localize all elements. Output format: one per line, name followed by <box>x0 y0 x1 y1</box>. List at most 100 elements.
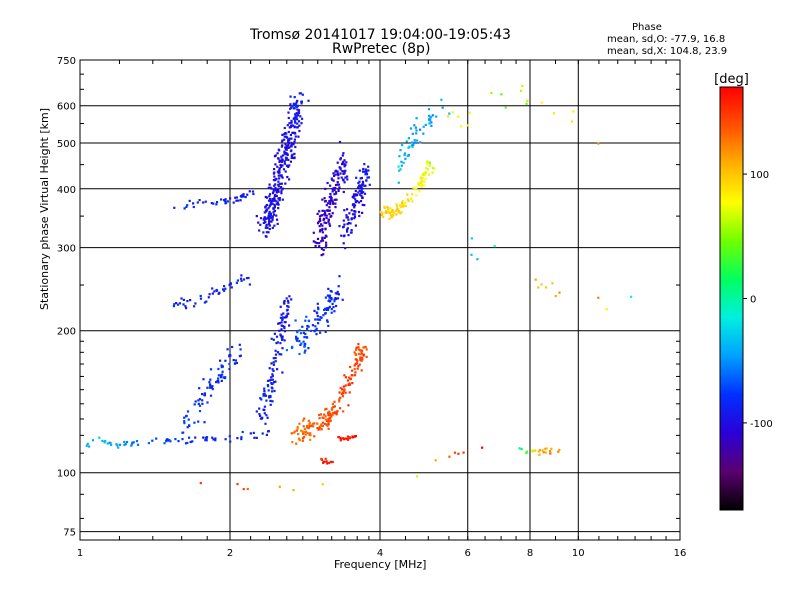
data-point <box>330 298 333 301</box>
data-point <box>240 274 243 277</box>
data-point <box>391 208 394 212</box>
data-point <box>287 158 290 161</box>
y-tick-label: 200 <box>57 327 76 338</box>
data-point <box>344 164 347 167</box>
data-point <box>101 439 104 442</box>
data-point <box>347 221 350 225</box>
data-point <box>281 154 285 157</box>
data-point <box>329 460 332 464</box>
data-point <box>331 302 334 306</box>
data-point <box>276 152 279 155</box>
data-point <box>319 331 322 334</box>
data-point <box>326 181 329 185</box>
data-point <box>297 111 300 114</box>
data-point <box>357 343 360 346</box>
data-point <box>349 365 352 369</box>
data-point <box>189 299 192 302</box>
data-point <box>335 198 338 201</box>
data-point <box>407 154 410 157</box>
data-point <box>295 339 298 342</box>
data-point <box>130 443 134 446</box>
data-point <box>283 126 286 130</box>
data-point <box>302 425 305 428</box>
y-tick-label: 500 <box>57 139 76 150</box>
data-point <box>276 368 279 371</box>
data-point <box>403 204 406 207</box>
data-point <box>356 367 359 370</box>
data-point <box>318 225 321 228</box>
data-point <box>335 169 338 172</box>
data-point <box>211 292 214 295</box>
data-point <box>283 339 286 342</box>
data-point <box>422 125 425 128</box>
data-point <box>235 281 238 284</box>
data-point <box>401 205 405 208</box>
data-point <box>360 194 363 198</box>
data-point <box>270 220 273 223</box>
data-point <box>338 391 341 394</box>
data-point <box>544 451 547 454</box>
data-point <box>289 107 292 110</box>
data-point <box>330 177 333 180</box>
data-point <box>266 384 269 387</box>
data-point <box>364 345 367 349</box>
data-point <box>215 381 218 384</box>
data-point <box>440 98 443 101</box>
data-point <box>314 241 317 244</box>
data-point <box>316 302 319 305</box>
data-point <box>280 145 283 148</box>
data-point <box>304 349 307 352</box>
data-point <box>302 331 305 334</box>
data-point <box>317 322 320 325</box>
data-point <box>287 165 290 168</box>
data-point <box>415 132 418 135</box>
data-point <box>298 352 301 356</box>
data-point <box>355 176 358 179</box>
data-point <box>318 417 321 420</box>
data-point <box>333 189 336 192</box>
data-point <box>213 290 216 293</box>
y-tick-label: 750 <box>57 56 76 67</box>
data-point <box>338 400 341 403</box>
data-point <box>362 354 365 357</box>
data-point <box>457 452 460 455</box>
y-tick-label: 400 <box>57 185 76 196</box>
data-point <box>211 385 214 388</box>
data-point <box>303 427 307 431</box>
data-point <box>328 461 331 464</box>
data-point <box>364 184 367 187</box>
data-point <box>332 172 335 175</box>
data-point <box>360 359 363 362</box>
data-point <box>198 387 201 390</box>
stats-o-line: mean, sd,O: -77.9, 16.8 <box>607 34 726 45</box>
data-point <box>359 357 362 360</box>
data-point <box>235 199 238 202</box>
data-point <box>273 175 276 178</box>
data-point <box>269 216 272 219</box>
data-point <box>313 309 316 312</box>
data-point <box>414 188 417 191</box>
data-point <box>340 176 343 179</box>
data-point <box>91 439 95 442</box>
data-point <box>276 218 279 221</box>
data-point <box>124 442 127 446</box>
data-point <box>274 199 277 202</box>
y-axis-label: Stationary phase Virtual Height [km] <box>38 107 51 310</box>
data-point <box>545 447 548 450</box>
data-point <box>339 157 342 160</box>
data-point <box>280 182 283 185</box>
data-point <box>199 297 203 300</box>
data-point <box>335 183 338 187</box>
data-point <box>277 197 280 200</box>
data-point <box>294 114 297 117</box>
data-point <box>259 397 262 400</box>
data-point <box>268 221 271 224</box>
data-point <box>295 442 298 445</box>
data-point <box>267 186 270 189</box>
data-point <box>295 429 298 432</box>
data-point <box>353 217 356 220</box>
data-point <box>286 124 289 127</box>
data-point <box>297 433 300 436</box>
data-point <box>422 132 425 135</box>
data-point <box>428 161 431 164</box>
